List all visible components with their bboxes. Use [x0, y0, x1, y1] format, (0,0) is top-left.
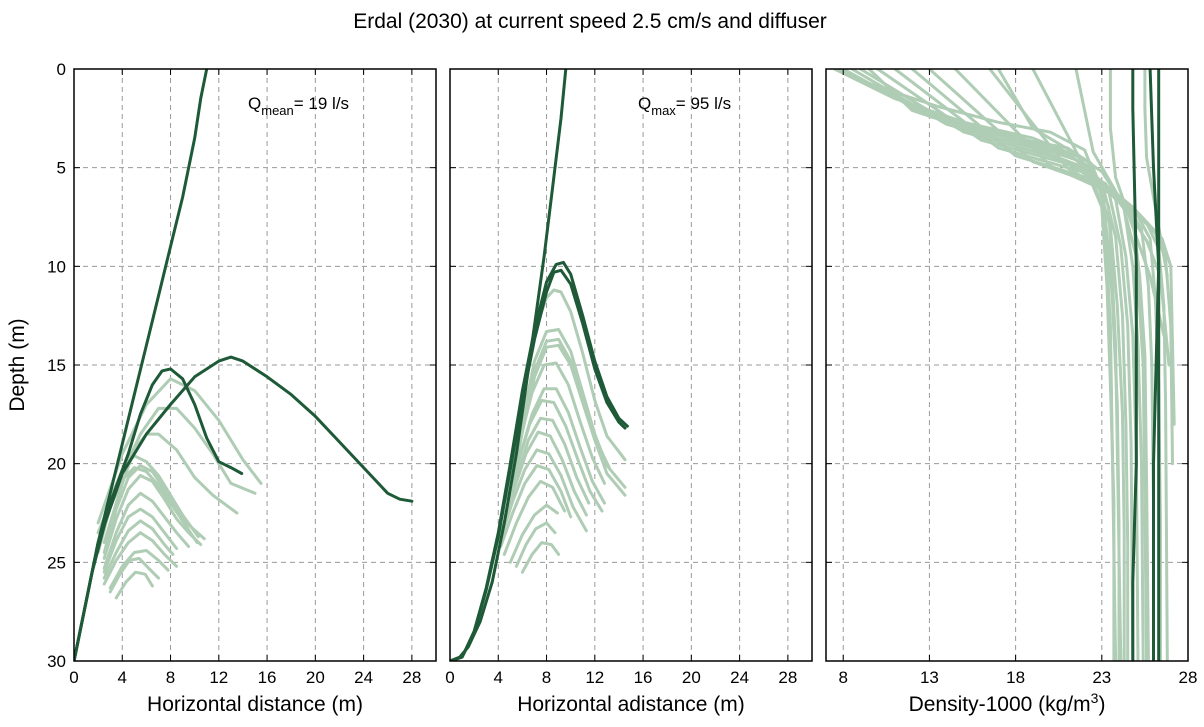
- series-line-light: [102, 491, 191, 570]
- x-tick-label: 20: [306, 668, 325, 687]
- y-tick-label: 20: [47, 455, 66, 474]
- series-line-dark: [74, 355, 414, 661]
- y-axis-label: Depth (m): [6, 318, 29, 411]
- annotation-symbol: Q: [638, 94, 651, 113]
- series-group: [74, 69, 414, 661]
- series-line-light: [96, 406, 257, 535]
- x-tick-label: 12: [585, 668, 604, 687]
- series-line-light: [96, 377, 263, 525]
- annotation-symbol: Q: [248, 94, 261, 113]
- y-tick-label: 15: [47, 356, 66, 375]
- x-tick-label: 0: [69, 668, 78, 687]
- x-tick-label: 23: [1092, 668, 1111, 687]
- x-tick-label: 16: [258, 668, 277, 687]
- x-tick-label: 4: [494, 668, 503, 687]
- series-line-light: [514, 521, 557, 568]
- series-line-light: [1031, 69, 1176, 426]
- y-tick-label: 10: [47, 257, 66, 276]
- annotation-value: = 19 l/s: [294, 94, 349, 113]
- x-tick-label: 13: [920, 668, 939, 687]
- panel-middle: 0 4 8 12 16 20 24 28 Horizontal adistance (m) Qma…: [445, 68, 813, 716]
- series-line-light: [102, 432, 239, 545]
- series-line-light: [502, 479, 567, 556]
- y-tick-label: 5: [57, 159, 66, 178]
- x-tick-label: 12: [209, 668, 228, 687]
- series-line-light: [508, 503, 559, 564]
- x-axis-label-superscript: 3: [1091, 690, 1099, 706]
- series-group: [450, 69, 629, 661]
- x-tick-label: 4: [118, 668, 127, 687]
- annotation-subscript: max: [651, 103, 676, 118]
- series-line-light: [1108, 69, 1166, 337]
- x-axis-label: Horizontal distance (m): [147, 693, 363, 716]
- x-tick-label: 0: [445, 668, 454, 687]
- figure-title: Erdal (2030) at current speed 2.5 cm/s a…: [353, 10, 827, 33]
- series-line-light: [1143, 69, 1169, 278]
- annotation-subscript: mean: [261, 103, 294, 118]
- series-line-light: [520, 541, 561, 574]
- y-tick-label: 25: [47, 553, 66, 572]
- x-tick-label: 24: [354, 668, 373, 687]
- x-tick-label: 20: [682, 668, 701, 687]
- x-tick-label: 28: [778, 668, 797, 687]
- x-axis-label-suffix: ): [1098, 693, 1105, 716]
- series-line-dark: [450, 268, 627, 661]
- x-tick-label: 24: [730, 668, 749, 687]
- y-tick-label: 30: [47, 652, 66, 671]
- annotation-value: = 95 l/s: [676, 94, 731, 113]
- series-line-light: [108, 549, 170, 590]
- x-tick-label: 8: [542, 668, 551, 687]
- panel-right: 8 13 18 23 28 Density-1000 (kg/m3): [825, 68, 1198, 716]
- flow-annotation: Qmax= 95 l/s: [638, 94, 731, 118]
- x-tick-label: 28: [1179, 668, 1198, 687]
- series-line-light: [953, 69, 1169, 661]
- x-tick-label: 18: [1006, 668, 1025, 687]
- panel-left: 0 4 8 12 16 20 24 28 0 5 10 15 20 25 30 Horizontal dist…: [6, 60, 437, 716]
- x-tick-label: 16: [634, 668, 653, 687]
- series-line-dark: [1131, 69, 1138, 661]
- x-tick-label: 8: [839, 668, 848, 687]
- series-line-light: [102, 531, 179, 586]
- x-tick-label: 28: [402, 668, 421, 687]
- series-line-light: [102, 519, 175, 580]
- y-tick-label: 0: [57, 60, 66, 79]
- x-axis-label: Density-1000 (kg/m3): [909, 690, 1106, 716]
- series-line-light: [996, 69, 1149, 661]
- series-group: [833, 69, 1176, 661]
- series-line-light: [108, 556, 160, 594]
- series-line-light: [1074, 69, 1171, 367]
- x-axis-label: Horizontal adistance (m): [517, 693, 745, 716]
- series-line-light: [504, 399, 604, 517]
- series-line-light: [500, 430, 588, 533]
- series-line-light: [499, 448, 588, 541]
- series-line-light: [499, 464, 573, 548]
- series-line-light: [114, 570, 154, 600]
- series-line-light: [102, 507, 179, 574]
- flow-annotation: Qmean= 19 l/s: [248, 94, 349, 118]
- series-line-light: [508, 337, 611, 489]
- x-tick-label: 8: [166, 668, 175, 687]
- series-line-dark: [74, 367, 244, 661]
- series-line-light: [833, 69, 1118, 661]
- series-line-light: [102, 474, 203, 560]
